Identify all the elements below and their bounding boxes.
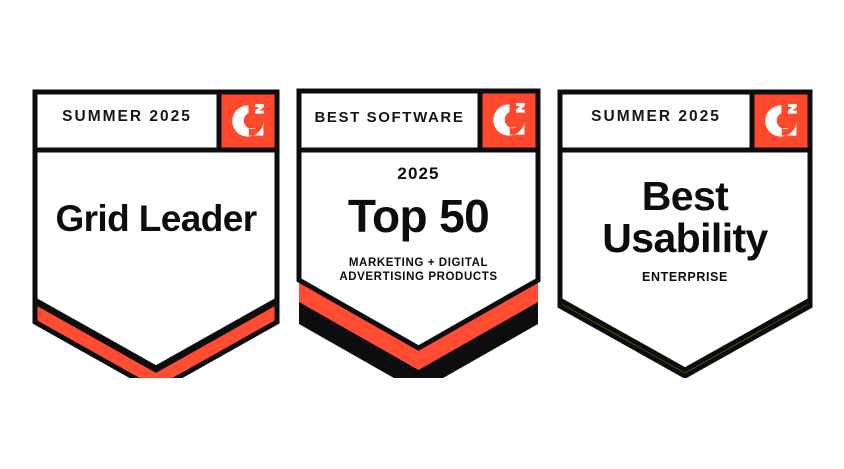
g2-logo-icon (493, 103, 525, 136)
g2-logo-tile-border (216, 89, 280, 153)
g2-logo-icon (765, 104, 797, 137)
badge-grid-leader-shape (32, 89, 280, 378)
g2-logo-tile (219, 92, 277, 150)
badge-top-50-shape (296, 88, 541, 378)
badge-top-50[interactable]: BEST SOFTWARE 2025 Top 50 MARKETING + DI… (296, 88, 541, 378)
g2-logo-tile-border (477, 88, 541, 153)
g2-logo-tile (480, 91, 538, 150)
g2-logo-tile (752, 92, 810, 150)
badge-best-usability-shape (557, 89, 813, 378)
g2-logo-icon (232, 104, 264, 137)
g2-logo-tile-border (749, 89, 813, 153)
badge-best-usability[interactable]: SUMMER 2025 Best Usability ENTERPRISE (556, 88, 814, 378)
chevron-orange (299, 282, 538, 372)
badge-grid-leader[interactable]: SUMMER 2025 Grid Leader (31, 88, 281, 378)
chevron-black (299, 302, 538, 378)
